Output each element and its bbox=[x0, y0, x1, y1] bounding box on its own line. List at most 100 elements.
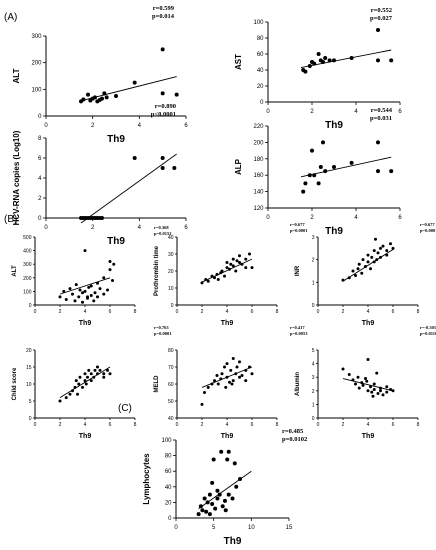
x-tick-label: 2 bbox=[342, 422, 345, 428]
data-point bbox=[160, 47, 165, 52]
data-point bbox=[230, 496, 235, 501]
data-point bbox=[248, 252, 251, 256]
data-point bbox=[68, 287, 72, 291]
data-point bbox=[93, 95, 97, 100]
x-axis-label: Th9 bbox=[362, 320, 375, 327]
data-point bbox=[376, 58, 380, 63]
data-point bbox=[316, 181, 321, 186]
regression-line bbox=[342, 378, 394, 392]
data-point bbox=[234, 269, 238, 273]
regression-line bbox=[80, 76, 177, 102]
data-point bbox=[111, 279, 114, 283]
data-point bbox=[108, 268, 112, 272]
panel-label: (C) bbox=[118, 403, 132, 414]
data-point bbox=[376, 392, 380, 396]
y-tick-label: 60 bbox=[168, 382, 174, 388]
y-tick-label: 6 bbox=[38, 156, 42, 162]
y-tick-label: 0 bbox=[312, 303, 315, 309]
data-point bbox=[372, 260, 376, 264]
data-point bbox=[225, 457, 230, 462]
stat-label: r=0.368 bbox=[154, 225, 169, 230]
y-tick-label: 80 bbox=[168, 348, 174, 354]
x-tick-label: 4 bbox=[84, 422, 87, 428]
data-point bbox=[232, 461, 237, 466]
x-axis-label: Th9 bbox=[79, 320, 92, 327]
x-axis-label: Th9 bbox=[325, 226, 343, 237]
data-point bbox=[98, 368, 102, 372]
data-point bbox=[375, 258, 379, 262]
stat-label: p=0.0001 bbox=[154, 331, 172, 336]
data-point bbox=[357, 386, 361, 390]
data-point bbox=[83, 372, 87, 376]
data-point bbox=[379, 255, 382, 259]
data-point bbox=[210, 501, 215, 506]
x-tick-label: 8 bbox=[134, 309, 137, 315]
stat-label: r=0.544 bbox=[371, 107, 393, 114]
data-point bbox=[370, 255, 374, 259]
data-point bbox=[108, 259, 112, 263]
y-tick-label: 20 bbox=[26, 348, 32, 354]
x-tick-label: 4 bbox=[354, 215, 358, 221]
x-tick-label: 6 bbox=[184, 123, 188, 129]
data-point bbox=[366, 253, 370, 257]
regression-line bbox=[201, 258, 253, 283]
data-point bbox=[240, 374, 244, 377]
data-point bbox=[369, 385, 372, 389]
data-point bbox=[73, 299, 77, 303]
y-axis-label: Lymphocytes bbox=[142, 453, 151, 505]
chart-panel: 0 20 40 60 80 100 0 5 10 15 Th9 Lymphocytes r=0.485p… bbox=[142, 428, 307, 547]
chart-panel: 0 2 4 6 8 0 2 4 6 Th9 HCV-RNA copies (Log10) r=0.89… bbox=[12, 103, 188, 247]
data-point bbox=[303, 181, 308, 186]
y-tick-label: 500 bbox=[23, 235, 32, 241]
y-axis-label: Albumin bbox=[295, 372, 301, 396]
data-point bbox=[389, 58, 394, 63]
x-tick-label: 4 bbox=[84, 309, 87, 315]
data-point bbox=[357, 262, 361, 266]
data-point bbox=[86, 295, 89, 299]
x-tick-label: 0 bbox=[317, 309, 320, 315]
data-point bbox=[93, 291, 97, 295]
y-tick-label: 120 bbox=[253, 206, 264, 212]
x-tick-label: 0 bbox=[176, 422, 179, 428]
data-point bbox=[307, 173, 312, 178]
x-tick-label: 0 bbox=[176, 309, 179, 315]
data-point bbox=[210, 382, 214, 386]
data-point bbox=[332, 165, 336, 169]
data-point bbox=[238, 477, 243, 481]
data-point bbox=[234, 372, 238, 376]
x-tick-label: 5 bbox=[212, 525, 216, 531]
regression-line bbox=[59, 366, 111, 398]
data-point bbox=[64, 396, 68, 400]
x-tick-label: 6 bbox=[398, 109, 402, 115]
data-point bbox=[389, 169, 394, 174]
data-point bbox=[200, 402, 204, 406]
data-point bbox=[385, 390, 389, 394]
x-tick-label: 2 bbox=[342, 309, 345, 315]
data-point bbox=[389, 242, 392, 246]
stat-label: r=0.763 bbox=[154, 325, 169, 330]
data-point bbox=[58, 399, 62, 403]
data-point bbox=[235, 365, 239, 369]
y-tick-label: 400 bbox=[23, 249, 32, 255]
data-point bbox=[225, 362, 229, 366]
data-point bbox=[205, 500, 210, 505]
y-tick-label: 1 bbox=[312, 402, 315, 408]
y-tick-label: 200 bbox=[23, 276, 32, 282]
data-point bbox=[229, 262, 233, 266]
x-tick-label: 10 bbox=[248, 525, 255, 531]
data-point bbox=[92, 299, 96, 303]
x-tick-label: 6 bbox=[251, 422, 254, 428]
y-tick-label: 10 bbox=[168, 286, 174, 292]
x-tick-label: 8 bbox=[417, 422, 420, 428]
data-point bbox=[240, 262, 244, 266]
data-point bbox=[106, 288, 109, 292]
x-tick-label: 8 bbox=[276, 309, 279, 315]
y-tick-label: 2 bbox=[312, 258, 315, 264]
y-tick-label: 5 bbox=[312, 348, 315, 354]
stat-label: p=0.0116 bbox=[420, 331, 436, 336]
data-point bbox=[62, 289, 66, 293]
x-axis-label: Th9 bbox=[79, 433, 92, 440]
data-point bbox=[238, 254, 241, 258]
data-point bbox=[244, 368, 248, 372]
